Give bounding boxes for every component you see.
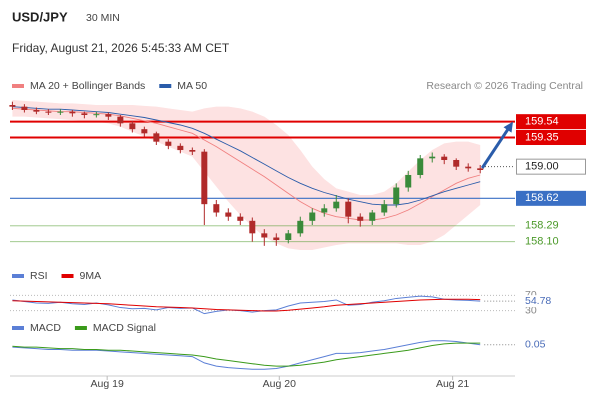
- candle-body: [249, 220, 256, 234]
- candle-body: [93, 114, 100, 116]
- level-box: [516, 190, 586, 206]
- candle-body: [201, 151, 208, 205]
- candle-body: [309, 212, 316, 221]
- x-tick-label: Aug 20: [263, 378, 296, 390]
- candle-body: [45, 111, 52, 113]
- candle-body: [21, 106, 28, 110]
- level-label: 158.10: [525, 236, 559, 248]
- last-value-bg: [518, 338, 558, 351]
- y-tick-label: 70: [525, 289, 537, 301]
- credit: Research © 2026 Trading Central: [426, 80, 583, 92]
- level-label: 158.62: [525, 192, 559, 204]
- last-value-label: 54.78: [525, 295, 551, 307]
- legend-swatch: [159, 84, 172, 88]
- legend-label: RSI: [30, 270, 48, 282]
- level-label: 159.00: [525, 161, 559, 173]
- candle-body: [477, 168, 484, 170]
- candle-body: [405, 175, 412, 188]
- legend-swatch: [12, 84, 24, 88]
- series-line: [12, 298, 481, 312]
- candle-body: [213, 204, 220, 213]
- candle-body: [117, 116, 124, 124]
- level-box: [516, 114, 586, 130]
- candle-body: [381, 204, 388, 213]
- level-label: 158.29: [525, 220, 559, 232]
- candle-body: [297, 220, 304, 234]
- candle-body: [345, 201, 352, 217]
- level-box: [516, 130, 586, 145]
- legend-label: MA 20 + Bollinger Bands: [30, 80, 145, 92]
- candle-body: [285, 233, 292, 240]
- series-line: [12, 342, 481, 367]
- candle-body: [129, 123, 136, 130]
- last-value-label: 0.05: [525, 338, 546, 350]
- last-value-bg: [518, 295, 558, 308]
- candle-body: [441, 156, 448, 160]
- legend-swatch: [74, 326, 87, 330]
- forecast-arrowhead: [503, 121, 513, 133]
- candle-body: [225, 212, 232, 217]
- candle-body: [429, 156, 436, 159]
- x-tick-label: Aug 21: [436, 378, 469, 390]
- legend-label: MA 50: [177, 80, 207, 92]
- bollinger-band: [12, 100, 481, 250]
- candle-body: [57, 111, 64, 113]
- candle-body: [69, 111, 76, 114]
- candle-body: [189, 150, 196, 152]
- timestamp: Friday, August 21, 2026 5:45:33 AM CET: [12, 41, 230, 55]
- candle-body: [237, 216, 244, 221]
- legend-swatch: [61, 274, 74, 278]
- series-line: [12, 295, 481, 315]
- candle-body: [33, 110, 40, 112]
- legend-label: MACD Signal: [93, 322, 156, 334]
- candle-body: [369, 212, 376, 221]
- legend-label: MACD: [30, 322, 61, 334]
- candle-body: [81, 113, 88, 115]
- level-box: [516, 158, 586, 175]
- x-tick-label: Aug 19: [91, 378, 124, 390]
- legend-swatch: [12, 274, 24, 278]
- candle-body: [357, 216, 364, 221]
- candle-body: [465, 166, 472, 169]
- forecast-arrow: [480, 125, 511, 169]
- series-line: [12, 340, 481, 370]
- series-line: [12, 107, 481, 221]
- candle-body: [417, 158, 424, 175]
- series-line: [12, 106, 481, 206]
- candle-body: [141, 129, 148, 134]
- candle-body: [393, 187, 400, 205]
- level-label: 159.54: [525, 116, 559, 128]
- candle-body: [105, 114, 112, 117]
- candle-body: [333, 201, 340, 209]
- timeframe: 30 MIN: [86, 12, 120, 24]
- candle-body: [177, 145, 184, 150]
- candle-body: [165, 141, 172, 146]
- y-tick-label: 30: [525, 304, 537, 316]
- candle-body: [261, 233, 268, 238]
- legend-swatch: [12, 326, 24, 330]
- candle-body: [273, 237, 280, 240]
- candle-body: [9, 105, 16, 107]
- candle-body: [153, 133, 160, 142]
- level-label: 159.35: [525, 131, 559, 143]
- legend-label: 9MA: [80, 270, 102, 282]
- symbol: USD/JPY: [12, 9, 68, 24]
- candle-body: [321, 208, 328, 213]
- candle-body: [453, 160, 460, 167]
